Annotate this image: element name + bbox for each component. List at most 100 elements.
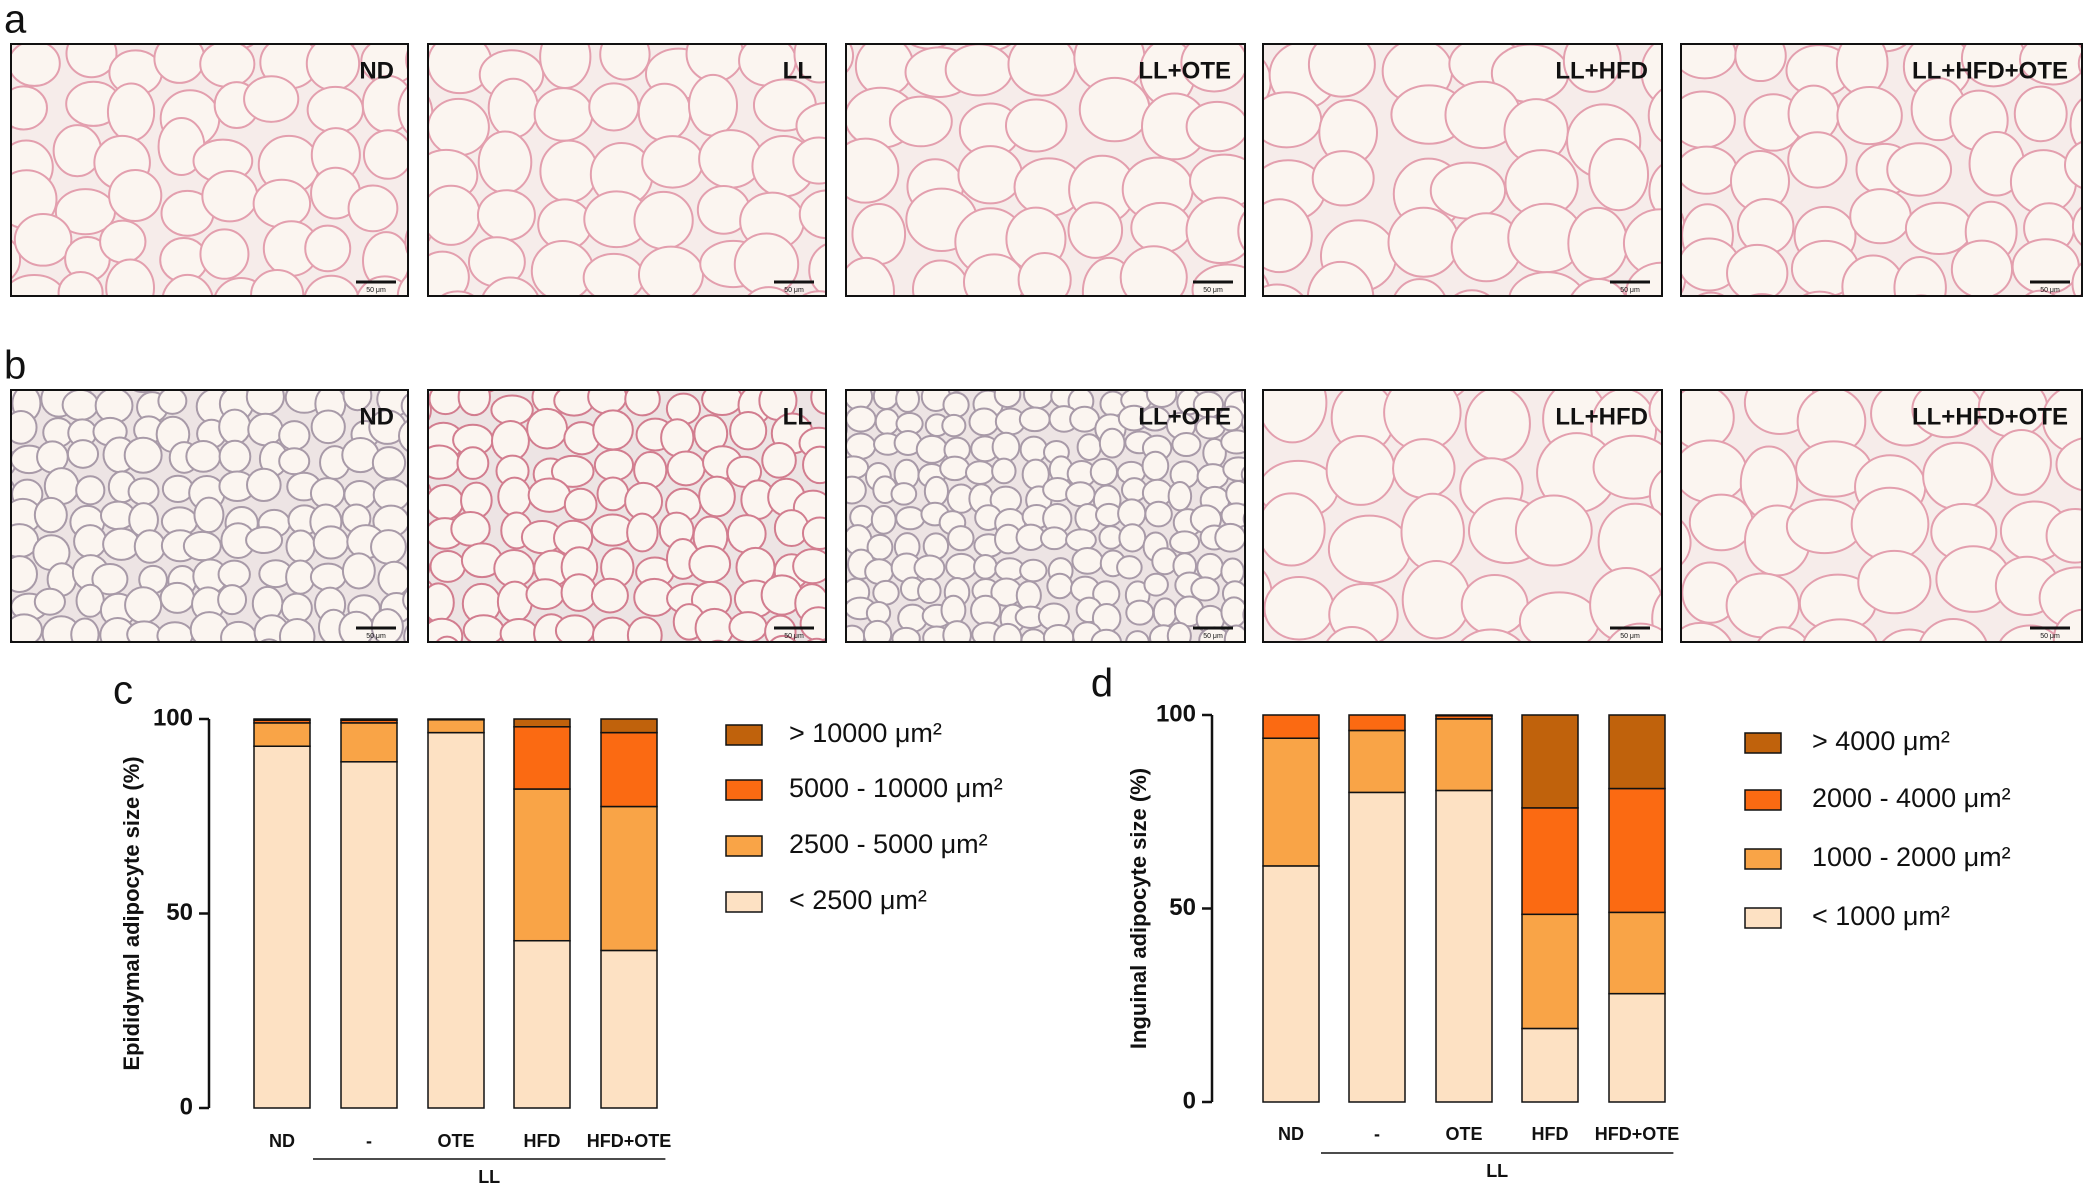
cell	[2013, 85, 2068, 143]
y-tick-label: 0	[180, 1093, 193, 1120]
bar-segment	[1435, 789, 1493, 1103]
legend-label: 1000 - 2000 μm²	[1812, 842, 2011, 872]
cell	[75, 583, 105, 618]
cell	[428, 250, 470, 296]
cell	[699, 302, 757, 359]
y-tick-label: 0	[1183, 1087, 1196, 1114]
cell	[862, 619, 893, 642]
cell	[225, 44, 255, 50]
bar-segment	[513, 718, 571, 728]
micrograph: LL+HFD+OTE 50 μm	[1680, 43, 2083, 297]
cell	[1143, 647, 1169, 675]
cell	[281, 644, 315, 678]
scale-bar-label: 50 μm	[784, 287, 804, 294]
bar-segment	[1521, 1027, 1579, 1103]
cell	[525, 578, 566, 611]
cell	[539, 0, 593, 34]
bar-segment	[1262, 714, 1320, 739]
cell	[1681, 390, 1735, 451]
y-tick-label: 50	[166, 899, 193, 926]
cell	[428, 390, 463, 416]
cell	[1681, 44, 1737, 80]
cell	[462, 614, 505, 642]
cell	[33, 587, 66, 616]
cell	[347, 184, 399, 233]
cell	[499, 617, 539, 642]
bar-segment	[1521, 714, 1579, 809]
cell	[2078, 293, 2082, 296]
cell	[1508, 271, 1586, 296]
cell	[1081, 314, 1146, 379]
cell	[799, 606, 826, 642]
cell	[1130, 201, 1192, 254]
cell	[921, 652, 946, 677]
cell	[1122, 390, 1136, 392]
cell	[942, 391, 970, 419]
cell	[1464, 390, 1531, 461]
scale-bar-label: 50 μm	[784, 633, 804, 640]
cell	[403, 351, 433, 387]
cell	[626, 616, 663, 642]
micrograph: LL+HFD+OTE 50 μm	[1660, 328, 2089, 643]
cell	[709, 639, 727, 642]
bar-segment	[600, 731, 658, 808]
cell	[1186, 0, 1242, 43]
image-label: LL	[783, 403, 812, 430]
cell	[380, 355, 411, 385]
cell	[846, 475, 867, 505]
cell	[1019, 435, 1048, 464]
cell	[217, 584, 248, 616]
frame	[10, 43, 409, 297]
cell	[0, 138, 9, 195]
cell	[13, 212, 73, 267]
cell	[1116, 555, 1143, 580]
cell	[1261, 0, 1320, 38]
cell	[1316, 0, 1374, 37]
cell	[0, 653, 7, 679]
cell	[740, 0, 799, 36]
cell	[1597, 502, 1662, 581]
cell	[2011, 238, 2080, 295]
cell	[600, 646, 631, 676]
cell	[1467, 44, 1502, 48]
bar-segment	[1521, 913, 1579, 1030]
scale-bar-label: 50 μm	[366, 633, 386, 640]
frame	[427, 43, 827, 297]
cell	[196, 361, 232, 387]
x-tick-label: ND	[269, 1131, 295, 1151]
cell	[644, 298, 710, 349]
cell	[970, 594, 1002, 627]
frame	[10, 389, 409, 643]
cell	[1429, 161, 1507, 220]
legend-swatch	[725, 724, 763, 746]
bar-segment	[1608, 992, 1666, 1103]
cell	[2019, 44, 2082, 86]
cell	[1624, 261, 1662, 296]
cell	[1148, 316, 1200, 372]
cell	[633, 190, 694, 250]
cell	[591, 616, 634, 642]
cell	[1919, 617, 1988, 642]
cell	[1567, 206, 1629, 280]
cell	[1660, 335, 1736, 389]
cell	[478, 0, 541, 31]
cell	[944, 44, 1014, 97]
bar-segment	[253, 718, 311, 721]
scale-bar-label: 50 μm	[2040, 633, 2060, 640]
cell	[429, 550, 466, 583]
cell	[1756, 626, 1810, 642]
tissue	[0, 351, 433, 679]
cell	[798, 189, 826, 240]
cell	[157, 390, 188, 415]
cell	[1849, 188, 1912, 245]
cell	[582, 252, 645, 296]
cell	[1202, 315, 1268, 381]
cell	[792, 136, 826, 185]
cell	[1119, 245, 1188, 296]
cell	[345, 356, 377, 385]
cell	[968, 407, 1000, 437]
cell	[453, 644, 491, 679]
cell	[2061, 328, 2089, 387]
cell	[159, 581, 196, 614]
cell	[1688, 493, 1754, 552]
